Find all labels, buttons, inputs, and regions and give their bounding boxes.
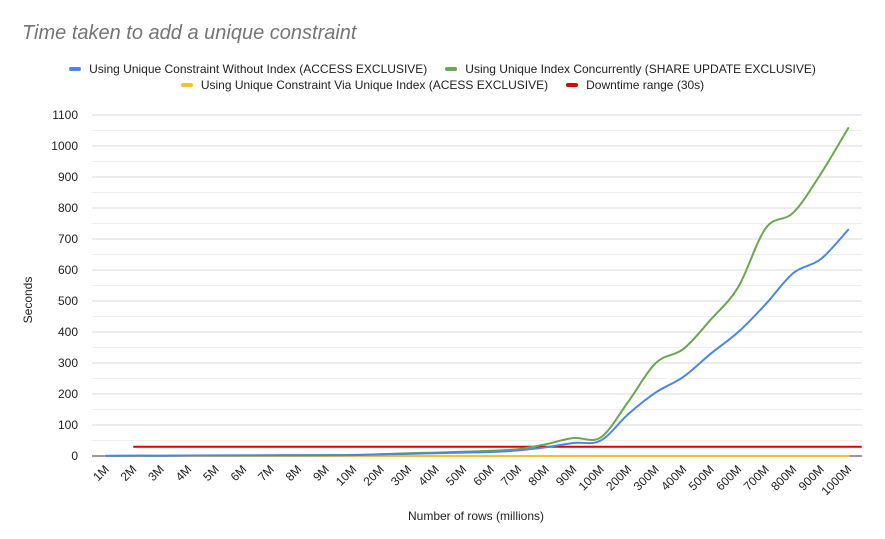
y-tick-label: 600: [58, 263, 78, 277]
x-tick-label: 6M: [228, 462, 250, 484]
legend-row-1: Using Unique Constraint Without Index (A…: [0, 62, 885, 76]
x-tick-label: 9M: [310, 462, 332, 484]
x-tick-label: 700M: [741, 462, 772, 493]
x-tick-label: 800M: [768, 462, 799, 493]
x-tick-label: 20M: [360, 462, 386, 488]
y-tick-label: 1000: [51, 139, 78, 153]
legend-item-series-1[interactable]: Using Unique Index Concurrently (SHARE U…: [445, 62, 816, 76]
x-tick-label: 100M: [576, 462, 607, 493]
x-tick-label: 300M: [631, 462, 662, 493]
x-tick-label: 70M: [498, 462, 524, 488]
x-tick-label: 200M: [603, 462, 634, 493]
y-tick-label: 500: [58, 294, 78, 308]
x-tick-label: 3M: [145, 462, 167, 484]
legend-label-series-2: Using Unique Constraint Via Unique Index…: [200, 78, 549, 92]
chart-title: Time taken to add a unique constraint: [22, 22, 357, 44]
y-tick-label: 700: [58, 232, 78, 246]
legend-label-series-0: Using Unique Constraint Without Index (A…: [89, 62, 428, 76]
x-tick-label: 4M: [173, 462, 195, 484]
legend-label-series-1: Using Unique Index Concurrently (SHARE U…: [465, 62, 816, 76]
y-tick-label: 800: [58, 201, 78, 215]
x-tick-label: 2M: [118, 462, 140, 484]
y-tick-label: 900: [58, 170, 78, 184]
x-tick-label: 60M: [470, 462, 496, 488]
legend-swatch-series-2: [180, 83, 193, 87]
y-tick-label: 1100: [52, 108, 78, 122]
x-tick-label: 80M: [525, 462, 551, 488]
x-tick-label: 90M: [553, 462, 579, 488]
series-line-0: [104, 228, 850, 457]
legend-item-series-3[interactable]: Downtime range (30s): [566, 78, 704, 92]
x-tick-label: 50M: [443, 462, 469, 488]
x-tick-label: 7M: [255, 462, 277, 484]
legend-label-series-3: Downtime range (30s): [586, 78, 705, 92]
y-tick-label: 200: [58, 387, 78, 401]
x-tick-label: 40M: [415, 462, 441, 488]
y-axis-label: Seconds: [21, 276, 35, 324]
x-tick-label: 600M: [713, 462, 744, 493]
y-tick-label: 400: [58, 325, 78, 339]
x-axis-label: Number of rows (millions): [407, 509, 545, 523]
legend-swatch-series-0: [69, 67, 82, 71]
x-tick-label: 10M: [333, 462, 359, 488]
x-tick-label: 5M: [200, 462, 222, 484]
x-tick-label: 30M: [388, 462, 414, 488]
x-tick-label: 400M: [658, 462, 689, 493]
legend-swatch-series-3: [566, 83, 579, 87]
legend-swatch-series-1: [445, 67, 458, 71]
x-tick-label: 1000M: [819, 462, 855, 498]
x-tick-label: 8M: [283, 462, 305, 484]
legend-row-2: Using Unique Constraint Via Unique Index…: [0, 78, 885, 92]
y-tick-label: 300: [58, 356, 78, 370]
y-tick-label: 0: [71, 449, 78, 463]
x-tick-label: 500M: [686, 462, 717, 493]
y-tick-label: 100: [58, 418, 78, 432]
legend-item-series-0[interactable]: Using Unique Constraint Without Index (A…: [69, 62, 427, 76]
legend-item-series-2[interactable]: Using Unique Constraint Via Unique Index…: [180, 78, 549, 92]
x-tick-label: 1M: [90, 462, 112, 484]
